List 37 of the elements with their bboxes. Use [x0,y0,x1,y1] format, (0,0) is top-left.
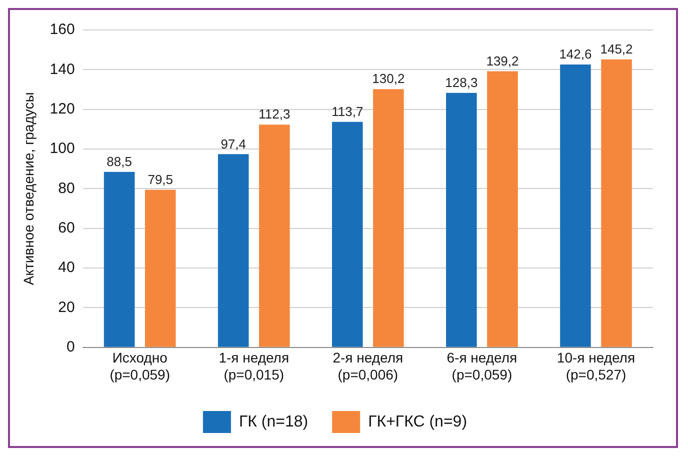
data-label: 128,3 [445,74,478,90]
data-label: 113,7 [332,104,364,119]
bar [104,172,135,347]
bar [373,89,404,347]
x-tick-label: 2-я неделя (p=0,006) [332,350,404,382]
y-tick-label: 0 [66,338,75,356]
bar [218,154,249,347]
y-tick-label: 160 [50,21,75,38]
bar [560,64,591,347]
bar [259,124,290,347]
y-tick-label: 20 [58,298,75,316]
data-label: 112,3 [258,106,290,122]
y-tick-label: 140 [50,60,75,78]
data-label: 97,4 [220,136,246,152]
data-label: 79,5 [148,172,174,187]
bar [487,71,518,347]
x-tick-label: 10-я неделя (p=0,527) [556,350,636,382]
bar [446,92,477,347]
y-tick-label: 80 [58,180,75,197]
y-tick-label: 40 [58,259,75,276]
y-tick-label: 120 [50,100,75,118]
bar [601,59,632,347]
data-label: 88,5 [106,154,132,169]
bar [144,190,176,347]
data-label: 130,2 [372,71,405,86]
y-axis-title: Активное отведение, градусы [20,92,36,286]
x-tick-label: 1-я неделя (p=0,015) [218,350,290,382]
bar [332,122,363,347]
legend-label: ГК+ГКС (n=9) [368,413,468,430]
data-label: 139,2 [486,53,519,68]
data-label: 142,6 [559,46,592,62]
y-tick-label: 100 [50,140,75,158]
legend-label: ГК (n=18) [238,413,308,430]
data-label: 145,2 [600,41,633,56]
y-tick-label: 60 [58,220,75,237]
x-tick-label: 6-я неделя (p=0,059) [446,350,518,382]
x-tick-label: Исходно (p=0,059) [110,350,170,382]
